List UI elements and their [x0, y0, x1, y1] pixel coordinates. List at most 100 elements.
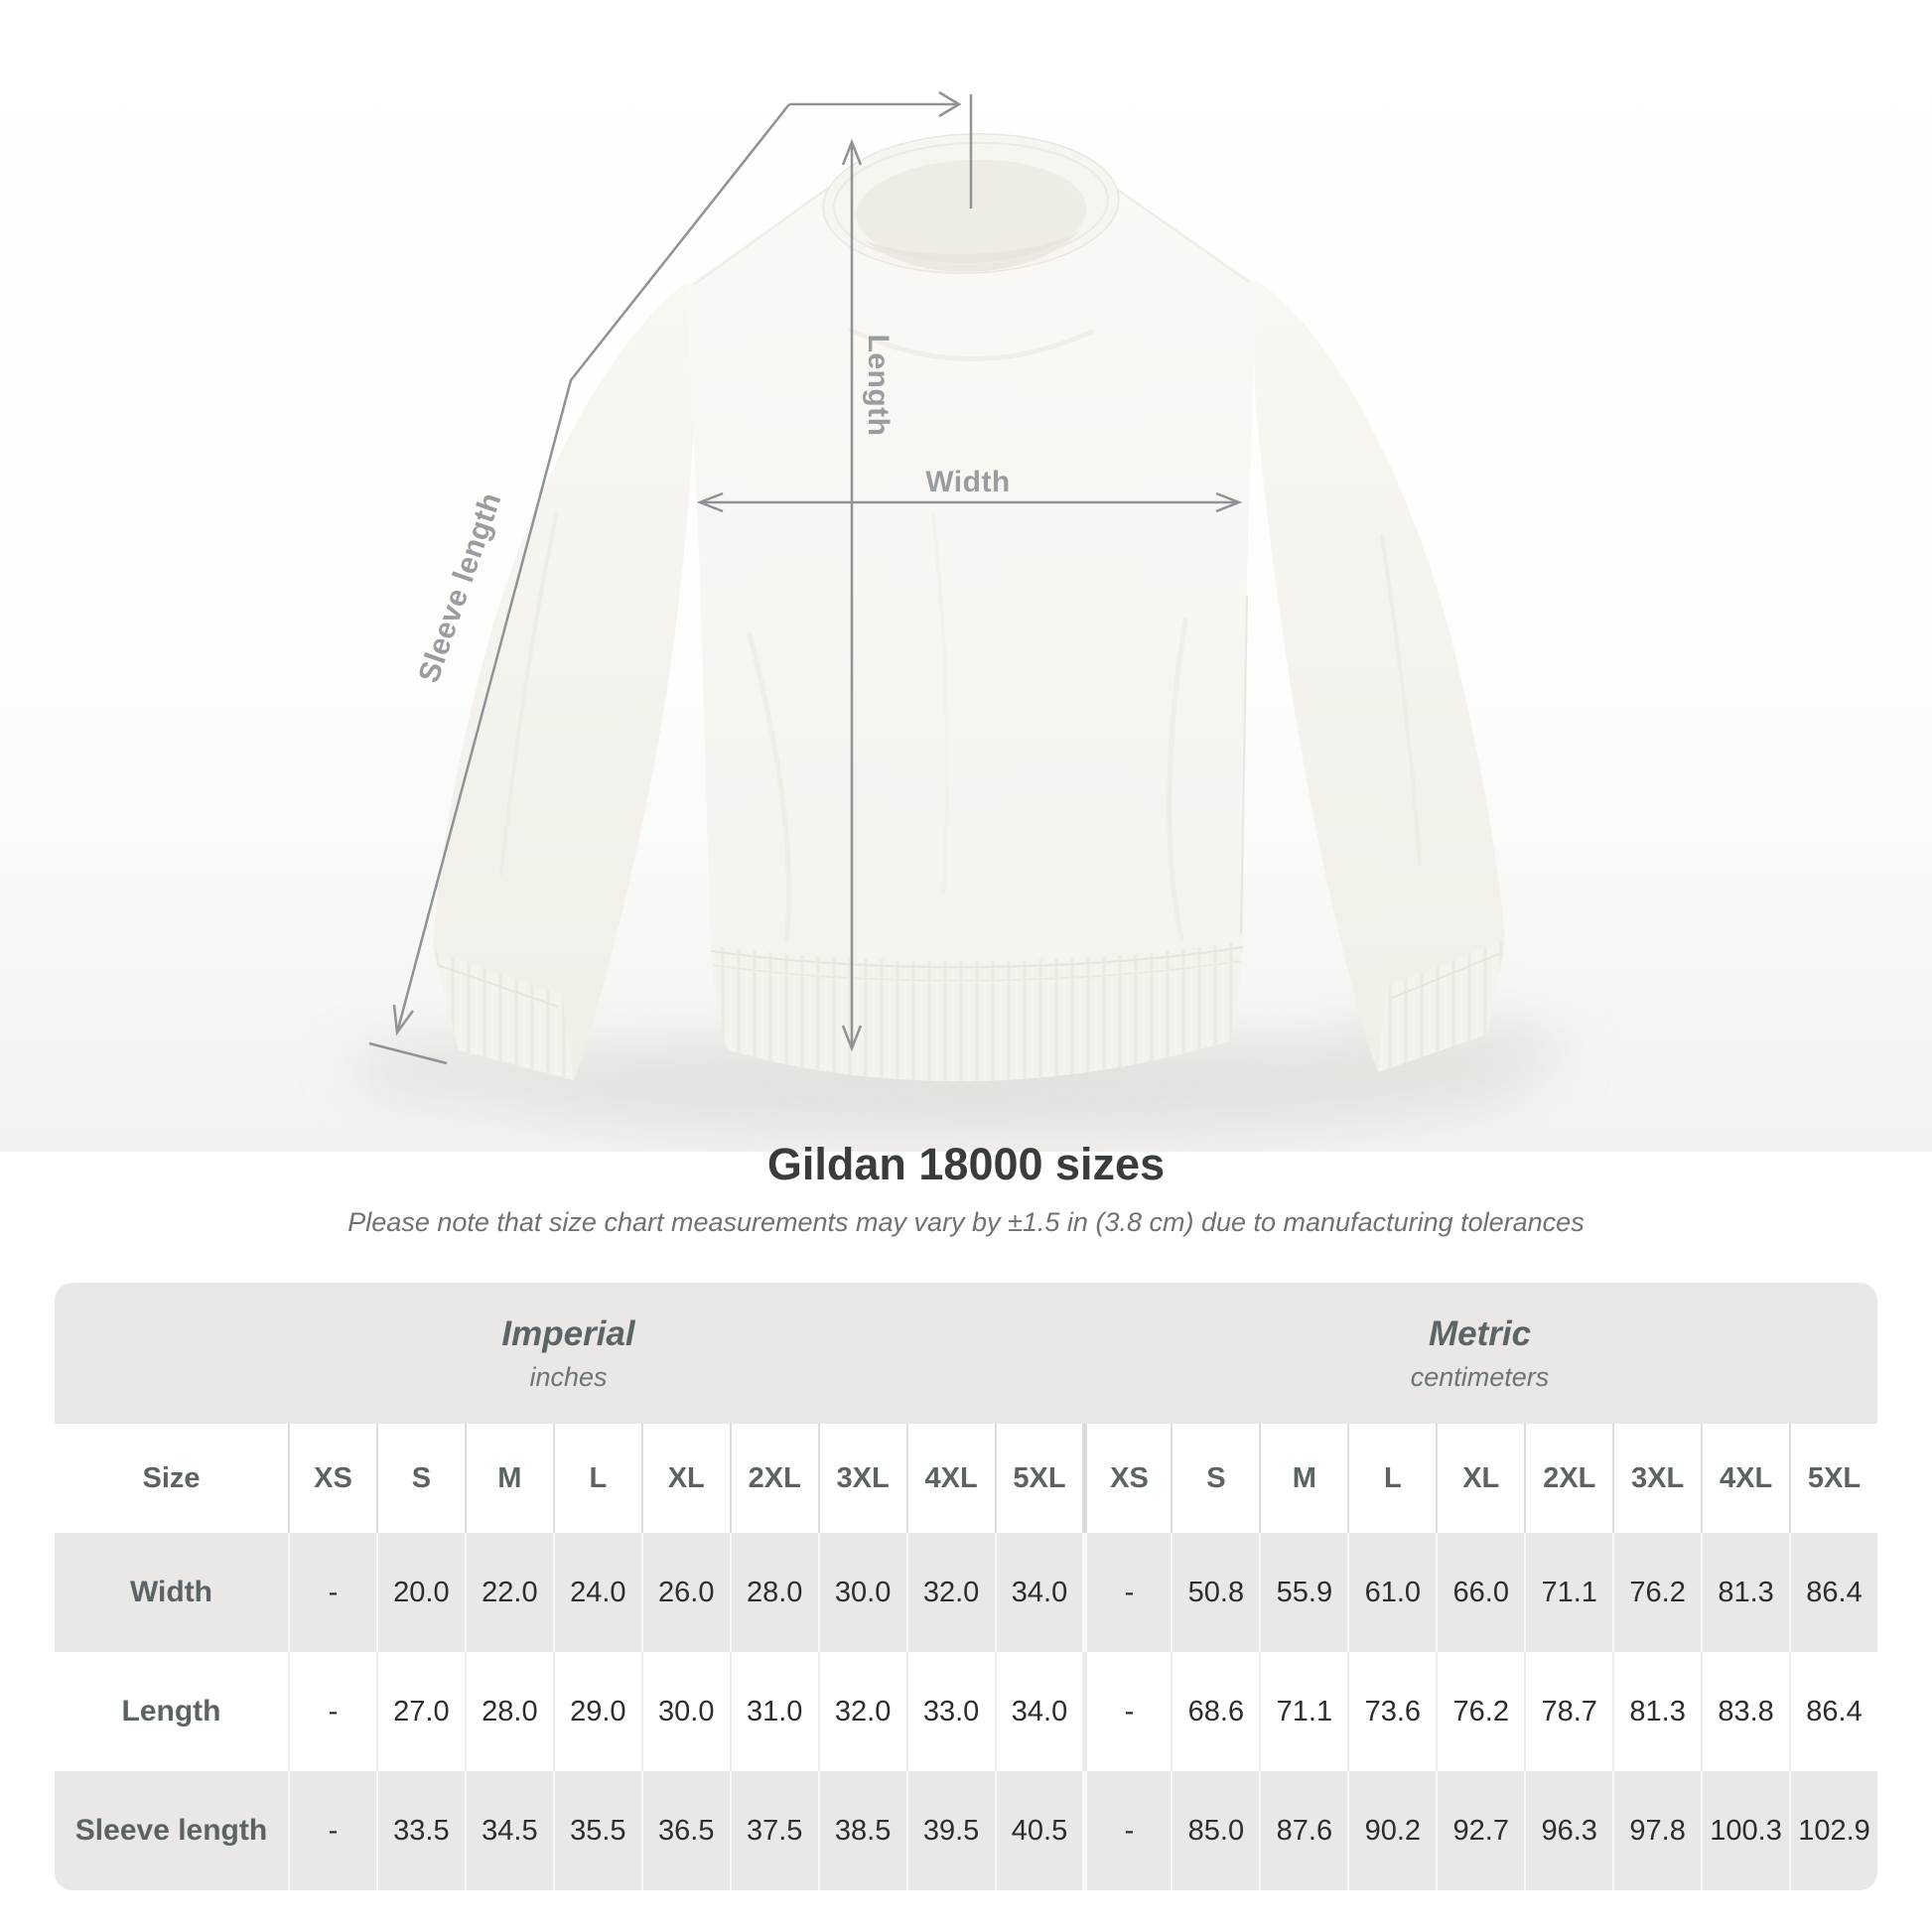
value-cell-imperial: 34.0	[994, 1533, 1083, 1652]
value-cell-imperial: -	[288, 1652, 376, 1771]
arrowhead-down	[841, 1025, 863, 1052]
tolerance-note: Please note that size chart measurements…	[347, 1207, 1585, 1237]
col-header-metric-xs: XS	[1082, 1424, 1171, 1533]
measurement-row-length: Length -27.0 28.0 29.0 30.0 31.0 32.0 33.0 34.0-…	[55, 1652, 1877, 1771]
page-title: Gildan 18000 sizes	[766, 1139, 1166, 1189]
value-cell-imperial: 20.0	[375, 1533, 465, 1652]
measurement-row-sleeve-length: Sleeve length -33.5 34.5 35.5 36.5 37.5 38.5 39…	[55, 1771, 1877, 1890]
value-cell-imperial: 28.0	[464, 1652, 553, 1771]
value-cell-metric: 55.9	[1259, 1533, 1347, 1652]
value-cell-imperial: 30.0	[817, 1533, 906, 1652]
width-measure-label: Width	[925, 466, 1011, 498]
fabric-creases	[747, 327, 1188, 944]
value-cell-metric: -	[1082, 1652, 1171, 1771]
value-cell-metric: 71.1	[1524, 1533, 1612, 1652]
value-cell-imperial: 26.0	[640, 1533, 730, 1652]
arrowhead-right	[938, 90, 962, 118]
seams	[694, 186, 1250, 934]
metric-label: Metric	[1428, 1313, 1532, 1353]
value-cell-metric: 50.8	[1171, 1533, 1259, 1652]
col-header-imperial-xl: XL	[640, 1424, 730, 1533]
value-cell-metric: -	[1082, 1533, 1171, 1652]
value-cell-metric: 102.9	[1789, 1771, 1877, 1890]
value-cell-metric: 85.0	[1171, 1771, 1259, 1890]
arrowhead-sleeve-end	[392, 1004, 415, 1036]
value-cell-metric: 96.3	[1524, 1771, 1612, 1890]
length-measure-label: Length	[862, 334, 895, 437]
value-cell-imperial: 22.0	[464, 1533, 553, 1652]
unit-header-band: Imperial inches Metric centimeters	[55, 1283, 1877, 1424]
waistband	[710, 941, 1244, 1082]
value-cell-imperial: 36.5	[640, 1771, 730, 1890]
size-chart-grid: Size XS S M L XL 2XL 3XL 4XL 5XL XS S M L XL 2XL 3XL 4XL 5…	[55, 1424, 1877, 1890]
value-cell-metric: 73.6	[1347, 1652, 1436, 1771]
value-cell-metric: 76.2	[1436, 1652, 1524, 1771]
col-header-imperial-2xl: 2XL	[729, 1424, 818, 1533]
value-cell-metric: 92.7	[1436, 1771, 1524, 1890]
row-label: Width	[129, 1576, 213, 1608]
col-header-metric-3xl: 3XL	[1612, 1424, 1701, 1533]
right-cuff	[1378, 939, 1506, 1072]
value-cell-imperial: 37.5	[729, 1771, 818, 1890]
value-cell-imperial: 29.0	[552, 1652, 641, 1771]
arrowhead-left	[696, 491, 724, 513]
value-cell-imperial: 34.5	[464, 1771, 553, 1890]
value-cell-imperial: 32.0	[817, 1652, 906, 1771]
value-cell-metric: 81.3	[1701, 1533, 1789, 1652]
value-cell-metric: 86.4	[1789, 1652, 1877, 1771]
col-header-imperial-xs: XS	[288, 1424, 376, 1533]
col-header-metric-s: S	[1171, 1424, 1259, 1533]
value-cell-imperial: 24.0	[552, 1533, 641, 1652]
value-cell-imperial: -	[288, 1771, 376, 1890]
product-figure: Length Width Sleeve length	[0, 0, 1932, 1152]
value-cell-imperial: 33.5	[375, 1771, 465, 1890]
value-cell-metric: 83.8	[1701, 1652, 1789, 1771]
value-cell-metric: 66.0	[1436, 1533, 1524, 1652]
col-header-imperial-l: L	[552, 1424, 641, 1533]
sweatshirt	[433, 133, 1506, 1082]
col-header-imperial-s: S	[375, 1424, 465, 1533]
left-cuff	[434, 951, 574, 1080]
value-cell-metric: 61.0	[1347, 1533, 1436, 1652]
value-cell-imperial: 30.0	[640, 1652, 730, 1771]
size-corner-header: Size	[142, 1461, 201, 1494]
value-cell-metric: 71.1	[1259, 1652, 1347, 1771]
value-cell-metric: 100.3	[1701, 1771, 1789, 1890]
col-header-imperial-m: M	[464, 1424, 553, 1533]
col-header-metric-5xl: 5XL	[1789, 1424, 1877, 1533]
col-header-metric-xl: XL	[1436, 1424, 1524, 1533]
value-cell-metric: -	[1082, 1771, 1171, 1890]
value-cell-imperial: 31.0	[729, 1652, 818, 1771]
size-chart-table: Imperial inches Metric centimeters Size X…	[55, 1283, 1877, 1890]
col-header-imperial-4xl: 4XL	[905, 1424, 995, 1533]
sweatshirt-illustration	[0, 0, 1932, 1152]
col-header-imperial-5xl: 5XL	[994, 1424, 1083, 1533]
value-cell-metric: 97.8	[1612, 1771, 1701, 1890]
value-cell-metric: 87.6	[1259, 1771, 1347, 1890]
col-header-imperial-3xl: 3XL	[817, 1424, 906, 1533]
value-cell-metric: 90.2	[1347, 1771, 1436, 1890]
col-header-metric-4xl: 4XL	[1701, 1424, 1789, 1533]
value-cell-metric: 78.7	[1524, 1652, 1612, 1771]
value-cell-metric: 86.4	[1789, 1533, 1877, 1652]
value-cell-imperial: 35.5	[552, 1771, 641, 1890]
arrowhead-right-width	[1215, 491, 1243, 513]
sleeve-end-tick	[368, 1041, 448, 1065]
value-cell-imperial: 34.0	[994, 1652, 1083, 1771]
measurement-row-width: Width -20.0 22.0 24.0 26.0 28.0 30.0 32.0 34.0-5…	[55, 1533, 1877, 1652]
body-panel	[687, 158, 1257, 970]
value-cell-metric: 81.3	[1612, 1652, 1701, 1771]
right-sleeve	[1254, 280, 1505, 1072]
imperial-unit-label: inches	[529, 1361, 608, 1392]
value-cell-imperial: 38.5	[817, 1771, 906, 1890]
size-header-row: Size XS S M L XL 2XL 3XL 4XL 5XL XS S M L XL 2XL 3XL 4XL 5…	[55, 1424, 1877, 1533]
value-cell-imperial: 32.0	[905, 1533, 995, 1652]
col-header-metric-m: M	[1259, 1424, 1347, 1533]
col-header-metric-2xl: 2XL	[1524, 1424, 1612, 1533]
value-cell-imperial: 33.0	[905, 1652, 995, 1771]
imperial-label: Imperial	[501, 1313, 635, 1353]
row-label: Length	[121, 1695, 221, 1727]
value-cell-imperial: 39.5	[905, 1771, 995, 1890]
sleeve-creases	[499, 514, 1422, 876]
